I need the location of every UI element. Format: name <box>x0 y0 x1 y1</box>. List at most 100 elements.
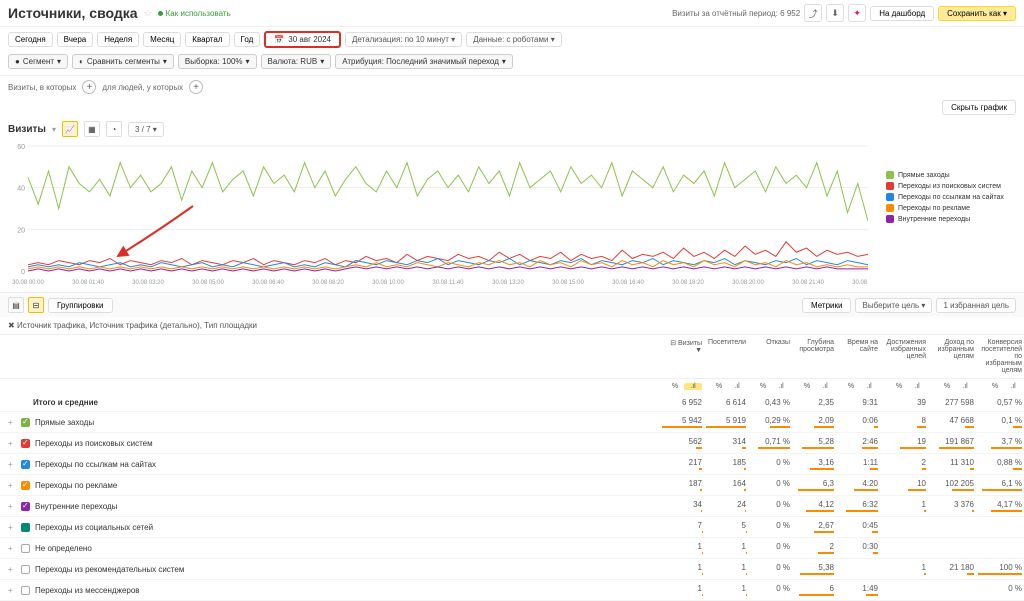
metric-cell: 9:31 <box>836 394 880 411</box>
hide-chart-button[interactable]: Скрыть график <box>942 100 1016 115</box>
tree-view-icon[interactable]: ⊟ <box>28 297 44 313</box>
table-row: +Переходы по ссылкам на сайтах2171850 %3… <box>0 454 1024 475</box>
metric-header[interactable]: ⊟ Визиты ▼ <box>660 335 704 378</box>
series-count-select[interactable]: 3 / 7 ▾ <box>128 122 164 137</box>
robots-select[interactable]: Данные: с роботами ▾ <box>466 32 562 47</box>
expand-icon[interactable]: + <box>8 586 16 595</box>
row-checkbox[interactable] <box>21 544 30 553</box>
chart-bar-icon[interactable]: ▦ <box>84 121 100 137</box>
data-table: ⊟ Визиты ▼ПосетителиОтказыГлубина просмо… <box>0 335 1024 601</box>
table-row: Итого и средние6 9526 6140,43 %2,359:313… <box>0 394 1024 412</box>
add-cond-2-button[interactable]: + <box>189 80 203 94</box>
download-icon[interactable]: ⬇ <box>826 4 844 22</box>
metric-cell: 0,57 % <box>976 394 1024 411</box>
chart-toolbar: Визиты ▾ 📈 ▦ ◔ 3 / 7 ▾ <box>0 117 1024 141</box>
metric-cell: 6,1 % <box>976 475 1024 495</box>
metric-cell: 185 <box>704 454 748 474</box>
row-checkbox[interactable] <box>21 565 30 574</box>
row-label: Переходы по ссылкам на сайтах <box>35 460 156 469</box>
row-checkbox[interactable] <box>21 586 30 595</box>
bookmark-icon[interactable]: ☆ <box>144 8 152 19</box>
goal-count-chip[interactable]: 1 избранная цель <box>936 298 1016 313</box>
row-label: Переходы из рекомендательных систем <box>35 565 184 574</box>
how-to-link[interactable]: Как использовать <box>158 9 231 18</box>
expand-icon[interactable]: + <box>8 481 16 490</box>
chevron-down-icon[interactable]: ▾ <box>52 125 56 134</box>
metric-cell: 0 % <box>748 580 792 600</box>
legend-item[interactable]: Переходы по ссылкам на сайтах <box>886 193 1016 201</box>
expand-icon[interactable]: + <box>8 439 16 448</box>
legend-item[interactable]: Прямые заходы <box>886 171 1016 179</box>
table-view-icon[interactable]: ▤ <box>8 297 24 313</box>
period-Неделя[interactable]: Неделя <box>97 32 139 47</box>
row-label: Итого и средние <box>33 398 98 407</box>
metric-cell: 0 % <box>748 454 792 474</box>
legend-item[interactable]: Переходы по рекламе <box>886 204 1016 212</box>
metric-header[interactable]: Достижения избранных целей <box>880 335 928 378</box>
metric-cell: 4:20 <box>836 475 880 495</box>
date-picker[interactable]: 📅 30 авг 2024 <box>264 31 341 48</box>
compare-chip[interactable]: ◐ Сравнить сегменты ▾ <box>72 54 174 69</box>
metric-header[interactable]: Посетители <box>704 335 748 378</box>
filter-row: ● Сегмент ▾ ◐ Сравнить сегменты ▾ Выборк… <box>0 52 1024 76</box>
row-checkbox[interactable] <box>21 481 30 490</box>
period-Квартал[interactable]: Квартал <box>185 32 229 47</box>
sample-chip[interactable]: Выборка: 100% ▾ <box>178 54 257 69</box>
expand-icon[interactable]: + <box>8 418 16 427</box>
line-chart: 020406030.08 00:0030.08 01:4030.08 03:20… <box>8 141 868 286</box>
chart-pie-icon[interactable]: ◔ <box>106 121 122 137</box>
svg-text:30.08 23:20: 30.08 23:20 <box>852 280 868 286</box>
expand-icon[interactable]: + <box>8 523 16 532</box>
code-icon[interactable]: ✦ <box>848 4 866 22</box>
segment-chip[interactable]: ● Сегмент ▾ <box>8 54 68 69</box>
grouping-button[interactable]: Группировки <box>48 298 113 313</box>
legend-item[interactable]: Внутренние переходы <box>886 215 1016 223</box>
metric-cell: 21 180 <box>928 559 976 579</box>
expand-icon[interactable]: + <box>8 544 16 553</box>
expand-icon[interactable]: + <box>8 460 16 469</box>
chart-line-icon[interactable]: 📈 <box>62 121 78 137</box>
metric-header[interactable]: Время на сайте <box>836 335 880 378</box>
metric-cell: 3,16 <box>792 454 836 474</box>
goal-select[interactable]: Выберите цель ▾ <box>855 298 932 313</box>
metric-cell: 0:45 <box>836 517 880 537</box>
save-as-button[interactable]: Сохранить как ▾ <box>938 6 1016 21</box>
legend-item[interactable]: Переходы из поисковых систем <box>886 182 1016 190</box>
share-icon[interactable]: ⤴ <box>804 4 822 22</box>
row-label: Переходы из социальных сетей <box>35 523 153 532</box>
table-row: +Переходы из рекомендательных систем110 … <box>0 559 1024 580</box>
expand-icon[interactable]: + <box>8 502 16 511</box>
metric-header[interactable]: Глубина просмотра <box>792 335 836 378</box>
metric-cell: 2,35 <box>792 394 836 411</box>
metrics-button[interactable]: Метрики <box>802 298 852 313</box>
expand-icon[interactable]: + <box>8 565 16 574</box>
row-checkbox[interactable] <box>21 460 30 469</box>
row-checkbox[interactable] <box>21 439 30 448</box>
svg-text:30.08 05:00: 30.08 05:00 <box>192 280 224 286</box>
row-checkbox[interactable] <box>21 502 30 511</box>
dimension-label: ✖ Источник трафика, Источник трафика (де… <box>0 317 1024 335</box>
period-Вчера[interactable]: Вчера <box>57 32 94 47</box>
row-checkbox[interactable] <box>21 418 30 427</box>
metric-cell <box>976 544 1024 552</box>
metric-header[interactable]: Доход по избранным целям <box>928 335 976 378</box>
currency-chip[interactable]: Валюта: RUB ▾ <box>261 54 332 69</box>
period-Год[interactable]: Год <box>234 32 261 47</box>
metric-header[interactable]: Отказы <box>748 335 792 378</box>
svg-text:30.08 00:00: 30.08 00:00 <box>12 280 44 286</box>
metric-cell: 562 <box>660 433 704 453</box>
metric-header[interactable]: Конверсия посетителей по избранным целям <box>976 335 1024 378</box>
add-cond-1-button[interactable]: + <box>82 80 96 94</box>
attribution-chip[interactable]: Атрибуция: Последний значимый переход ▾ <box>335 54 513 69</box>
to-dashboard-button[interactable]: На дашборд <box>870 6 934 21</box>
metric-cell: 1:11 <box>836 454 880 474</box>
legend-swatch <box>886 204 894 212</box>
period-Месяц[interactable]: Месяц <box>143 32 181 47</box>
detail-select[interactable]: Детализация: по 10 минут ▾ <box>345 32 462 47</box>
period-Сегодня[interactable]: Сегодня <box>8 32 53 47</box>
calendar-icon: 📅 <box>274 35 284 44</box>
table-row: +Переходы из мессенджеров110 %61:490 % <box>0 580 1024 601</box>
legend-swatch <box>886 215 894 223</box>
metric-cell: 0 % <box>748 538 792 558</box>
row-checkbox[interactable] <box>21 523 30 532</box>
